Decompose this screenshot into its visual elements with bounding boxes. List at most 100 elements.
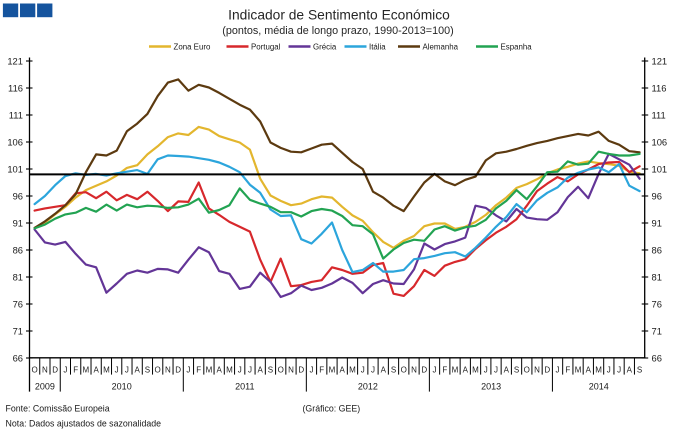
svg-text:M: M <box>83 365 90 374</box>
svg-text:S: S <box>637 365 642 374</box>
svg-text:2010: 2010 <box>112 382 132 392</box>
svg-text:J: J <box>125 365 129 374</box>
svg-text:M: M <box>452 365 459 374</box>
svg-text:86: 86 <box>652 244 662 255</box>
svg-text:96: 96 <box>652 190 662 201</box>
svg-text:J: J <box>617 365 621 374</box>
svg-text:121: 121 <box>652 55 668 66</box>
svg-text:M: M <box>329 365 336 374</box>
svg-text:S: S <box>514 365 519 374</box>
svg-text:2011: 2011 <box>235 382 254 392</box>
svg-text:A: A <box>381 365 387 374</box>
svg-text:F: F <box>565 365 570 374</box>
svg-text:D: D <box>298 365 304 374</box>
svg-text:Alemanha: Alemanha <box>423 43 459 52</box>
svg-text:A: A <box>504 365 510 374</box>
svg-text:66: 66 <box>13 352 23 363</box>
svg-text:96: 96 <box>13 190 23 201</box>
svg-text:A: A <box>586 365 592 374</box>
svg-text:111: 111 <box>652 109 666 120</box>
svg-text:86: 86 <box>13 244 23 255</box>
svg-text:J: J <box>494 365 498 374</box>
svg-text:D: D <box>175 365 181 374</box>
svg-text:Fonte: Comissão Europeia: Fonte: Comissão Europeia <box>6 404 110 414</box>
svg-text:N: N <box>42 365 48 374</box>
svg-text:J: J <box>115 365 119 374</box>
svg-text:M: M <box>206 365 213 374</box>
svg-text:71: 71 <box>652 325 662 336</box>
svg-text:S: S <box>268 365 273 374</box>
svg-text:M: M <box>349 365 356 374</box>
svg-text:91: 91 <box>13 217 23 228</box>
svg-text:S: S <box>391 365 396 374</box>
svg-text:Portugal: Portugal <box>251 43 281 52</box>
svg-text:101: 101 <box>652 163 668 174</box>
svg-text:M: M <box>103 365 110 374</box>
svg-text:91: 91 <box>652 217 662 228</box>
svg-text:2012: 2012 <box>358 382 378 392</box>
svg-text:116: 116 <box>8 82 23 93</box>
svg-text:Nota: Dados ajustados de sazon: Nota: Dados ajustados de sazonalidade <box>6 419 162 429</box>
svg-text:M: M <box>226 365 233 374</box>
svg-text:J: J <box>371 365 375 374</box>
svg-text:Indicador de Sentimento Económ: Indicador de Sentimento Económico <box>228 8 450 23</box>
svg-text:N: N <box>288 365 294 374</box>
svg-text:71: 71 <box>13 325 23 336</box>
svg-text:Espanha: Espanha <box>501 43 533 52</box>
svg-text:(pontos, média de longo prazo,: (pontos, média de longo prazo, 1990-2013… <box>222 25 453 37</box>
svg-text:O: O <box>155 365 161 374</box>
svg-text:111: 111 <box>9 109 23 120</box>
svg-text:101: 101 <box>7 163 23 174</box>
svg-text:N: N <box>411 365 417 374</box>
svg-text:O: O <box>32 365 38 374</box>
svg-text:81: 81 <box>13 271 23 282</box>
svg-text:F: F <box>442 365 447 374</box>
svg-text:N: N <box>534 365 540 374</box>
svg-text:F: F <box>73 365 78 374</box>
svg-text:(Gráfico: GEE): (Gráfico: GEE) <box>303 404 361 414</box>
svg-text:J: J <box>309 365 313 374</box>
svg-text:J: J <box>238 365 242 374</box>
svg-text:O: O <box>401 365 407 374</box>
svg-text:F: F <box>319 365 324 374</box>
svg-text:O: O <box>278 365 284 374</box>
svg-text:A: A <box>627 365 633 374</box>
svg-text:J: J <box>186 365 190 374</box>
svg-text:J: J <box>433 365 437 374</box>
svg-text:J: J <box>248 365 252 374</box>
svg-text:J: J <box>484 365 488 374</box>
svg-text:A: A <box>340 365 346 374</box>
svg-text:121: 121 <box>7 55 23 66</box>
svg-text:76: 76 <box>652 298 662 309</box>
svg-text:A: A <box>258 365 264 374</box>
svg-text:106: 106 <box>7 136 23 147</box>
svg-text:F: F <box>196 365 201 374</box>
svg-text:A: A <box>134 365 140 374</box>
svg-text:Zona Euro: Zona Euro <box>174 43 211 52</box>
svg-text:J: J <box>607 365 611 374</box>
svg-text:81: 81 <box>652 271 662 282</box>
svg-text:O: O <box>524 365 530 374</box>
svg-text:2013: 2013 <box>481 382 501 392</box>
svg-text:D: D <box>52 365 58 374</box>
svg-text:J: J <box>361 365 365 374</box>
svg-text:M: M <box>595 365 602 374</box>
svg-text:A: A <box>217 365 223 374</box>
svg-text:J: J <box>556 365 560 374</box>
svg-text:N: N <box>165 365 171 374</box>
svg-text:2009: 2009 <box>35 382 55 392</box>
svg-text:M: M <box>472 365 479 374</box>
svg-text:A: A <box>93 365 99 374</box>
svg-text:Itália: Itália <box>369 43 386 52</box>
svg-text:106: 106 <box>652 136 668 147</box>
svg-text:116: 116 <box>652 82 667 93</box>
svg-text:76: 76 <box>13 298 23 309</box>
svg-text:Grécia: Grécia <box>313 43 337 52</box>
svg-text:D: D <box>544 365 550 374</box>
svg-text:2014: 2014 <box>589 382 609 392</box>
svg-text:A: A <box>463 365 469 374</box>
svg-text:S: S <box>145 365 150 374</box>
svg-text:J: J <box>63 365 67 374</box>
svg-text:D: D <box>421 365 427 374</box>
svg-text:M: M <box>575 365 582 374</box>
